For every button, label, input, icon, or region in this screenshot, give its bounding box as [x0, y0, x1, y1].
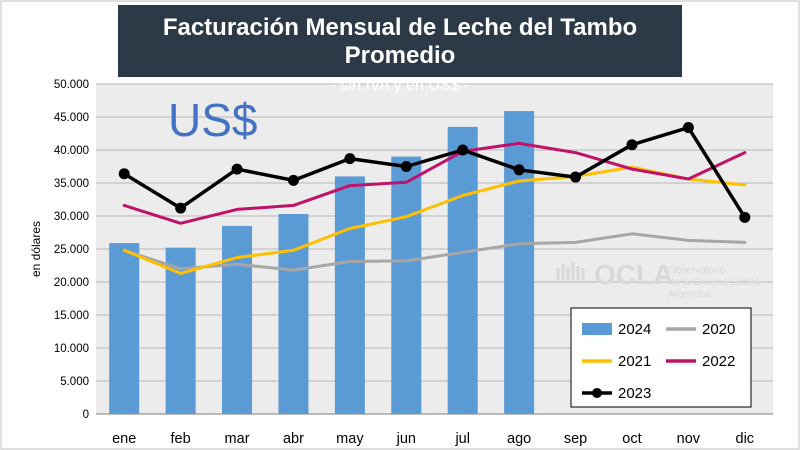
- bar: [334, 176, 365, 414]
- x-tick-label: jun: [396, 431, 416, 447]
- x-tick-label: sep: [564, 431, 587, 447]
- series-point: [513, 164, 525, 176]
- series-point: [457, 144, 469, 156]
- title-box: Facturación Mensual de Leche del Tambo P…: [118, 5, 682, 94]
- y-axis-label: en dólares: [29, 221, 43, 277]
- series-point: [231, 163, 243, 175]
- x-tick-label: feb: [171, 431, 191, 447]
- series-line: [122, 165, 747, 275]
- series-point: [626, 139, 638, 151]
- y-tick-label: 25.000: [54, 244, 89, 256]
- x-tick-label: ene: [112, 431, 136, 447]
- bar: [391, 156, 422, 414]
- line-series: [118, 122, 751, 275]
- series-point: [344, 153, 356, 165]
- bar: [278, 214, 309, 414]
- bar: [222, 225, 253, 414]
- x-tick-label: dic: [736, 431, 755, 447]
- series-point: [739, 211, 751, 223]
- y-tick-label: 30.000: [54, 211, 89, 223]
- ocla-watermark: OCLA Observatorio de la Cadena Láctea Ar…: [556, 259, 761, 300]
- x-tick-label: mar: [225, 431, 250, 447]
- x-tick-label: may: [336, 431, 364, 447]
- legend: 2024 2020 2021 2022 2023: [570, 307, 752, 408]
- legend-label: 2022: [702, 353, 735, 370]
- bar: [447, 126, 478, 415]
- series-point: [118, 168, 130, 180]
- watermark-logo-text: OCLA: [594, 259, 673, 290]
- x-tick-label: oct: [622, 431, 641, 447]
- ocla-logo-icon: [556, 262, 585, 280]
- chart-title: Facturación Mensual de Leche del Tambo P…: [162, 14, 638, 69]
- y-axis-ticks: 0 5.000 10.000 15.000 20.000 25.000 30.000 35.0…: [54, 79, 89, 421]
- y-tick-label: 20.000: [54, 277, 89, 289]
- x-tick-label: nov: [677, 431, 701, 447]
- series-point: [682, 122, 694, 134]
- legend-swatch: [582, 323, 612, 335]
- x-tick-label: abr: [283, 431, 304, 447]
- y-tick-label: 5.000: [60, 376, 89, 388]
- bar: [504, 111, 535, 414]
- watermark-line2: de la Cadena Láctea: [668, 277, 761, 288]
- bar: [109, 243, 140, 414]
- series-point: [175, 202, 187, 214]
- y-tick-label: 0: [83, 409, 89, 421]
- legend-label: 2021: [618, 353, 651, 370]
- bar-series: [109, 111, 535, 415]
- legend-label: 2024: [618, 321, 651, 338]
- y-tick-label: 15.000: [54, 310, 89, 322]
- series-line: [122, 141, 747, 225]
- watermark-line3: Argentina: [668, 289, 711, 300]
- y-tick-label: 45.000: [54, 112, 89, 124]
- y-tick-label: 40.000: [54, 145, 89, 157]
- x-tick-label: jul: [454, 431, 470, 447]
- usd-annotation: US$: [168, 94, 257, 146]
- x-axis-ticks: ene feb mar abr may jun jul ago sep oct nov dic: [112, 431, 754, 447]
- watermark-line1: Observatorio: [668, 265, 726, 276]
- series-line: [122, 232, 747, 272]
- series-line: [122, 125, 747, 220]
- legend-marker: [592, 388, 602, 398]
- series-point: [287, 174, 299, 186]
- legend-label: 2023: [618, 385, 651, 402]
- x-tick-label: ago: [507, 431, 531, 447]
- chart-subtitle: - sin IVA y en US$ -: [330, 77, 470, 94]
- series-point: [570, 171, 582, 183]
- series-point: [400, 161, 412, 172]
- y-tick-label: 35.000: [54, 178, 89, 190]
- y-tick-label: 10.000: [54, 343, 89, 355]
- y-tick-label: 50.000: [54, 79, 89, 91]
- legend-label: 2020: [702, 321, 735, 338]
- bar: [165, 247, 196, 414]
